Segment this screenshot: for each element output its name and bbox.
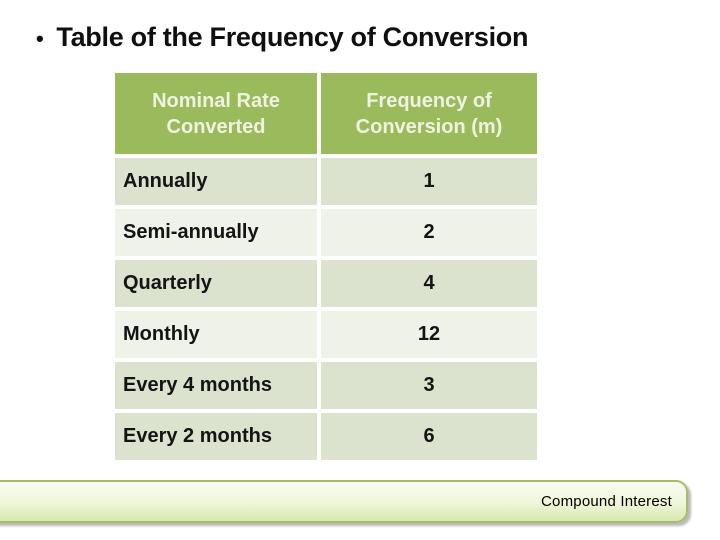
table-header-nominal-rate: Nominal Rate Converted (115, 73, 317, 154)
slide-title: • Table of the Frequency of Conversion (36, 22, 528, 53)
frequency-conversion-table: Nominal Rate Converted Frequency of Conv… (115, 73, 537, 460)
footer-banner: Compound Interest (0, 480, 688, 523)
table-row-value: 4 (321, 260, 537, 307)
table-row-value: 6 (321, 413, 537, 460)
table-row-value: 1 (321, 158, 537, 205)
table-row-label: Annually (115, 158, 317, 205)
table-row-label: Monthly (115, 311, 317, 358)
table-row-label: Quarterly (115, 260, 317, 307)
table-row-label: Every 2 months (115, 413, 317, 460)
table-row-label: Every 4 months (115, 362, 317, 409)
table-row-value: 3 (321, 362, 537, 409)
slide-title-text: Table of the Frequency of Conversion (56, 22, 529, 52)
table-row-value: 12 (321, 311, 537, 358)
table-row-label: Semi-annually (115, 209, 317, 256)
table-row-value: 2 (321, 209, 537, 256)
bullet-icon: • (36, 26, 44, 51)
table-header-frequency: Frequency of Conversion (m) (321, 73, 537, 154)
footer-section-label: Compound Interest (541, 493, 672, 510)
